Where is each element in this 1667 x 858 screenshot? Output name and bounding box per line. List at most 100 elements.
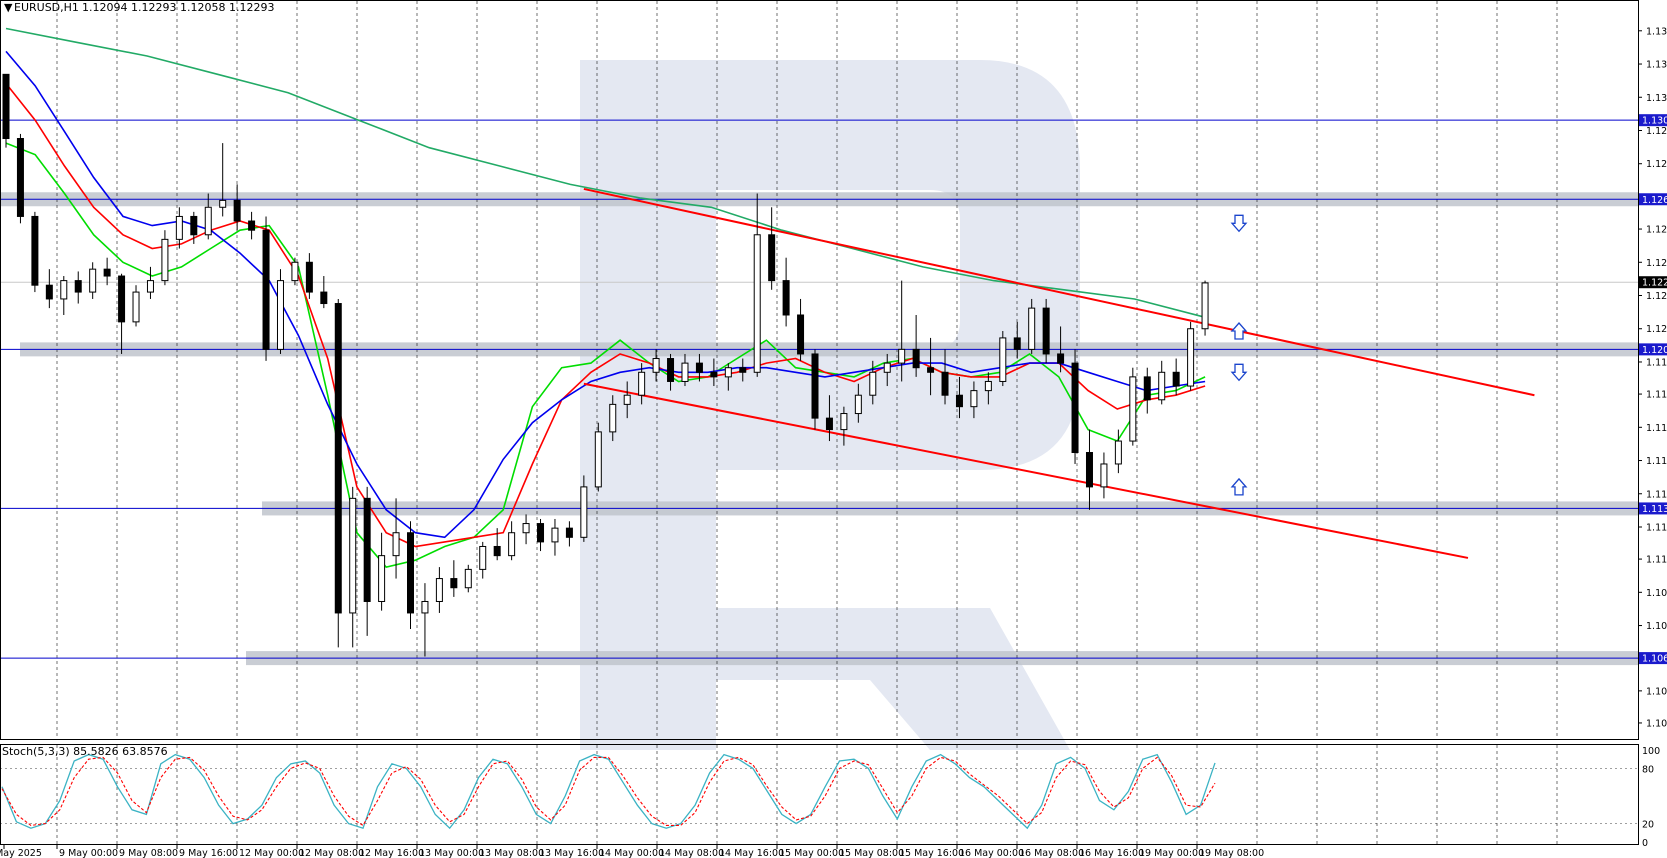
candle-bull (1100, 463, 1108, 488)
time-tick-label: 19 May 08:00 (1199, 848, 1264, 858)
candle-bull (60, 280, 68, 300)
stoch-axis: 100 80 20 0 (1642, 746, 1660, 849)
arrow-down-icon (1230, 214, 1248, 233)
candle-bull (1028, 307, 1036, 350)
price-tick-label: 1.11515 (1646, 456, 1667, 467)
price-tick-label: 1.12525 (1646, 225, 1667, 236)
candle-bull (883, 362, 891, 373)
price-tick-label: 1.12235 (1646, 291, 1667, 302)
candle-bear (1085, 452, 1093, 488)
candle-bear (710, 371, 718, 378)
candle-bear (190, 215, 198, 236)
candle-bear (537, 523, 545, 543)
time-tick-label: 15 May 00:00 (779, 848, 844, 858)
time-tick-label: 19 May 00:00 (1139, 848, 1204, 858)
watermark-r-leg (716, 608, 1070, 750)
time-tick-label: 13 May 08:00 (479, 848, 544, 858)
stoch-main-line (1, 753, 1216, 830)
price-tick-label: 1.11805 (1646, 390, 1667, 401)
level-badge (1639, 652, 1667, 665)
candle-bear (768, 234, 776, 282)
time-tick-label: 16 May 08:00 (1019, 848, 1084, 858)
candle-bear (565, 527, 573, 538)
candle-bull (623, 394, 631, 405)
price-tick-label: 1.11370 (1646, 489, 1667, 500)
horizontal-levels (0, 119, 1638, 659)
badge-label: 1.12000 (1642, 345, 1667, 356)
price-tick-label: 1.13390 (1646, 26, 1667, 37)
time-tick-label: 16 May 00:00 (959, 848, 1024, 858)
stoch-tick-label: 80 (1642, 764, 1654, 775)
time-tick-label: 9 May 16:00 (179, 848, 238, 858)
candle-bull (291, 261, 299, 282)
signal-arrows (1230, 214, 1248, 496)
price-tick-label: 1.11225 (1646, 522, 1667, 533)
candle-bull (349, 497, 357, 614)
candle-bull (638, 371, 646, 396)
candle-bear (2, 73, 10, 140)
candle-bear (103, 268, 111, 277)
candle-bear (927, 367, 935, 373)
candle-bull (522, 523, 530, 534)
price-tick-label: 1.13245 (1646, 60, 1667, 71)
candle-bear (493, 545, 501, 557)
price-axis: 1.13390 1.13245 1.13100 1.12955 1.12810 1.125… (1638, 26, 1667, 729)
candle-bear (45, 284, 53, 300)
badge-label: 1.10653 (1642, 654, 1667, 665)
ohlc-label: 1.12094 1.12293 1.12058 1.12293 (82, 1, 274, 14)
candle-bull (594, 431, 602, 488)
candle-bear (407, 532, 414, 614)
stoch-pane-border (0, 744, 1639, 845)
candle-bull (435, 578, 443, 602)
candle-bear (363, 497, 371, 602)
candlesticks (2, 73, 1209, 657)
time-tick-label: 15 May 08:00 (839, 848, 904, 858)
price-tick-label: 1.12380 (1646, 258, 1667, 269)
time-tick-label: 9 May 00:00 (59, 848, 118, 858)
level-badges: 1.13000 1.12655 1.12293 1.12000 1.11306 1.106… (1639, 114, 1667, 665)
time-tick-label: 14 May 08:00 (659, 848, 724, 858)
price-tick-label: 1.11660 (1646, 423, 1667, 434)
main-pane-border (0, 0, 1639, 740)
candle-bear (1143, 376, 1151, 401)
watermark-logo (436, 60, 1080, 750)
candle-bear (695, 362, 703, 373)
candle-bull (999, 337, 1007, 382)
stoch-tick-label: 100 (1642, 746, 1660, 757)
candle-bull (753, 234, 761, 373)
candle-bear (739, 367, 747, 373)
candle-bull (1158, 371, 1166, 401)
candle-bull (1114, 440, 1122, 465)
channel-line-lower (583, 382, 1469, 559)
candle-bull (464, 568, 472, 589)
time-tick-label: 9 May 08:00 (119, 848, 178, 858)
candle-bull (869, 371, 877, 396)
candle-bull (984, 380, 992, 392)
candle-bull (970, 390, 978, 408)
candle-bull (508, 532, 516, 557)
time-tick-label: 12 May 08:00 (299, 848, 364, 858)
time-tick-label: 13 May 16:00 (539, 848, 604, 858)
level-badge (1639, 193, 1667, 206)
candle-bull (479, 545, 487, 570)
candle-bull (1129, 376, 1137, 442)
time-tick-label: 14 May 16:00 (719, 848, 784, 858)
candle-bull (551, 527, 559, 543)
candle-bull (1201, 282, 1209, 330)
level-badge (1639, 502, 1667, 515)
candle-bear (667, 358, 675, 382)
candle-bear (248, 220, 256, 231)
candle-bull (652, 358, 660, 373)
arrow-down-icon (1230, 363, 1248, 382)
candle-bear (811, 353, 819, 419)
candle-bear (1071, 362, 1079, 454)
candle-bear (955, 394, 963, 408)
candle-bear (450, 578, 458, 589)
candle-bear (912, 348, 920, 369)
price-tick-label: 1.12090 (1646, 324, 1667, 335)
current-price-badge (1639, 276, 1667, 289)
candle-bull (681, 362, 689, 382)
candle-bear (1042, 307, 1050, 355)
time-tick-label: 16 May 16:00 (1079, 848, 1144, 858)
